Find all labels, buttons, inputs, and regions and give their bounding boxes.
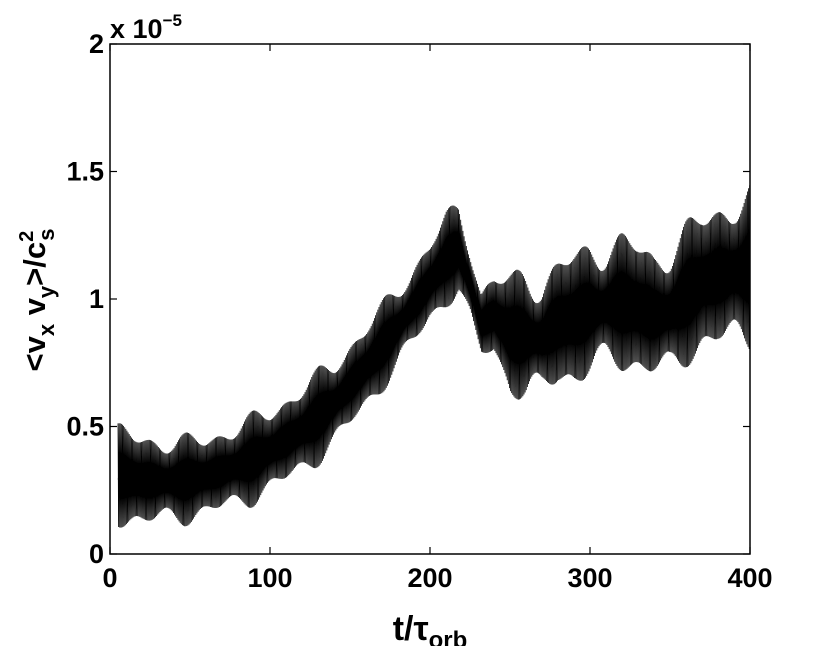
y-tick-label: 0.5 bbox=[66, 412, 104, 442]
x-axis-label: t/τorb bbox=[393, 610, 468, 646]
y-axis-label: <vx vy>/c2s bbox=[16, 228, 59, 371]
y-tick-label: 0 bbox=[89, 539, 104, 569]
x-tick-label: 200 bbox=[407, 563, 452, 593]
x-tick-label: 300 bbox=[567, 563, 612, 593]
series-oscillation-line bbox=[117, 185, 751, 528]
x-axis-label-sub: orb bbox=[429, 627, 468, 646]
x-tick-label: 0 bbox=[102, 563, 117, 593]
y-tick-label: 1.5 bbox=[66, 157, 104, 187]
x-tick-label: 400 bbox=[727, 563, 772, 593]
y-multiplier-label: x 10−5 bbox=[110, 11, 182, 44]
tick-layer: 0 100 200 300 400 0 0.5 1 1.5 2 bbox=[66, 29, 772, 593]
x-axis-label-main: t/τ bbox=[393, 610, 429, 646]
y-multiplier-base: x 10 bbox=[110, 14, 163, 44]
y-tick-label: 1 bbox=[89, 284, 104, 314]
y-tick-label: 2 bbox=[89, 29, 104, 59]
svg-text:x 10−5: x 10−5 bbox=[110, 11, 182, 44]
series-mean-line bbox=[117, 253, 751, 483]
x-tick-label: 100 bbox=[247, 563, 292, 593]
data-layer bbox=[117, 185, 751, 528]
y-axis-label-group: <vx vy>/c2s bbox=[16, 228, 59, 371]
y-multiplier-exponent: −5 bbox=[163, 11, 182, 30]
